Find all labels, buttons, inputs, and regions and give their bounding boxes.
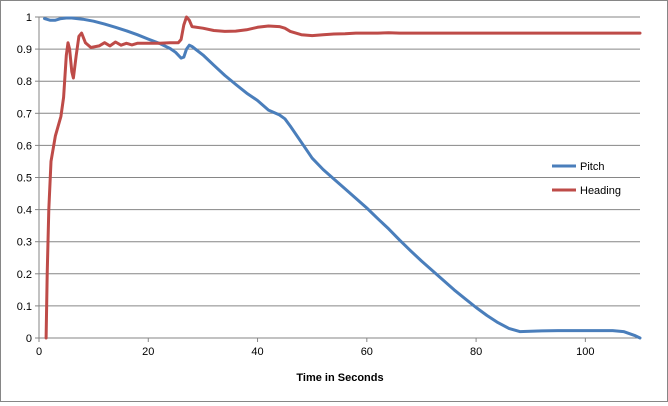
y-tick-label: 0.3	[17, 237, 32, 249]
y-tick-label: 0.8	[17, 76, 32, 88]
x-tick-label: 60	[361, 346, 373, 358]
x-tick-label: 0	[36, 346, 42, 358]
y-tick-label: 0.9	[17, 44, 32, 56]
x-tick-label: 20	[142, 346, 154, 358]
axes: 0 0.1 0.2 0.3 0.4 0.5 0.6 0.7 0.8 0.9 1 0 20 40 60 80 10…	[17, 12, 640, 358]
y-tick-label: 0	[26, 333, 32, 345]
series-lines	[43, 15, 642, 340]
y-tick-label: 1	[26, 12, 32, 24]
y-tick-label: 0.7	[17, 108, 32, 120]
series-line-heading	[44, 15, 642, 340]
x-tick-label: 40	[251, 346, 263, 358]
legend-label-pitch: Pitch	[580, 161, 604, 173]
series-line-pitch	[43, 16, 642, 340]
y-tick-label: 0.2	[17, 269, 32, 281]
x-tick-label: 80	[470, 346, 482, 358]
y-tick-label: 0.6	[17, 140, 32, 152]
gridlines	[39, 16, 640, 307]
y-tick-label: 0.5	[17, 173, 32, 185]
x-tick-label: 100	[576, 346, 594, 358]
legend: Pitch Heading	[552, 161, 621, 197]
y-tick-label: 0.4	[17, 205, 32, 217]
y-tick-label: 0.1	[17, 301, 32, 313]
legend-label-heading: Heading	[580, 185, 621, 197]
x-axis-title: Time in Seconds	[296, 372, 383, 384]
